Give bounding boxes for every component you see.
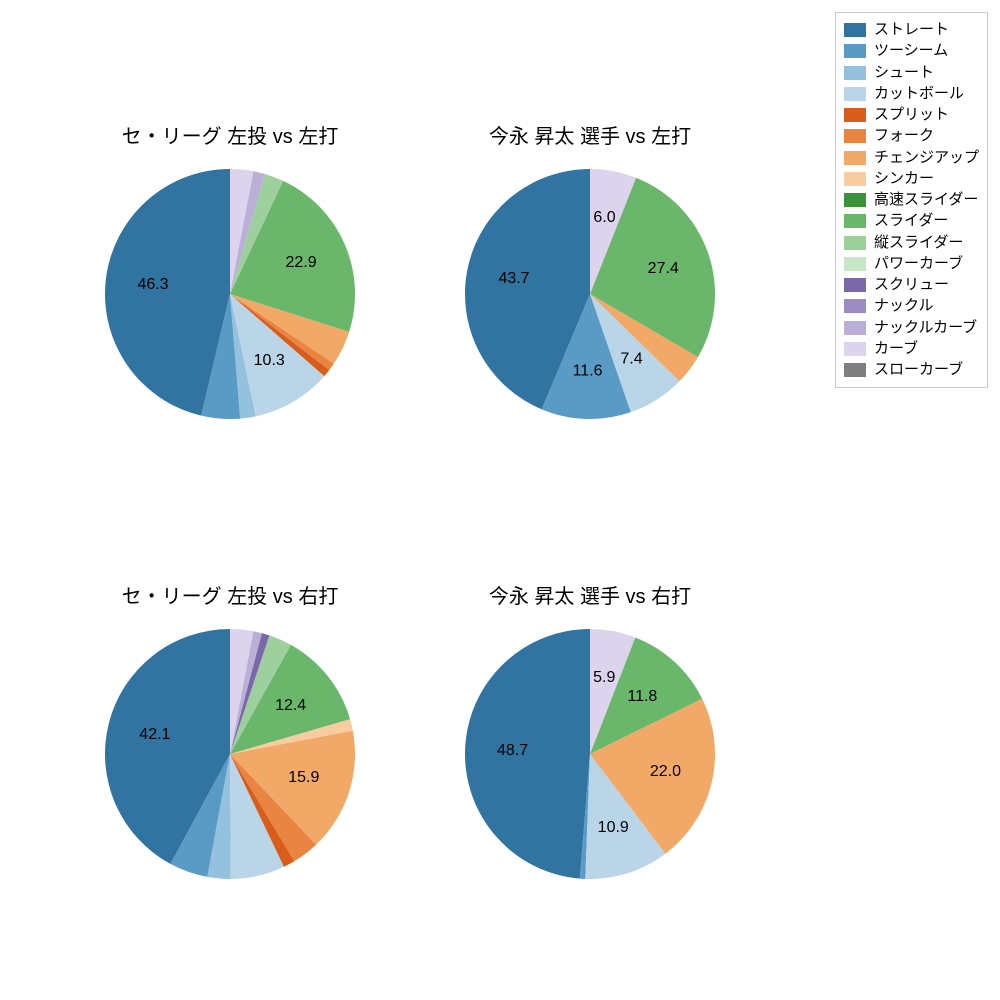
slice-label: 22.9 — [285, 254, 316, 271]
legend-label: ストレート — [874, 20, 949, 40]
legend-swatch — [844, 321, 866, 335]
legend-swatch — [844, 193, 866, 207]
slice-label: 12.4 — [275, 697, 306, 714]
legend-item: ストレート — [844, 20, 979, 40]
legend-swatch — [844, 363, 866, 377]
legend-item: スライダー — [844, 211, 979, 231]
legend-label: スプリット — [874, 105, 949, 125]
slice-label: 46.3 — [137, 276, 168, 293]
pie-title: 今永 昇太 選手 vs 右打 — [420, 580, 760, 609]
legend-swatch — [844, 23, 866, 37]
legend-item: チェンジアップ — [844, 148, 979, 168]
legend-item: スクリュー — [844, 275, 979, 295]
slice-label: 27.4 — [648, 260, 679, 277]
legend-label: スローカーブ — [874, 360, 963, 380]
legend-item: ツーシーム — [844, 41, 979, 61]
legend-label: ツーシーム — [874, 41, 948, 61]
legend-item: フォーク — [844, 126, 979, 146]
legend-label: パワーカーブ — [874, 254, 963, 274]
legend-item: カーブ — [844, 339, 979, 359]
pie-svg: 42.1 15.9 12.4 — [105, 629, 355, 879]
legend-label: スライダー — [874, 211, 948, 231]
legend-swatch — [844, 299, 866, 313]
pie-title: セ・リーグ 左投 vs 左打 — [60, 120, 400, 149]
legend-swatch — [844, 44, 866, 58]
legend-label: ナックル — [874, 296, 934, 316]
pie-tr: 今永 昇太 選手 vs 左打 43.7 11.6 7.4 27.4 6.0 — [420, 60, 760, 480]
pie-title: 今永 昇太 選手 vs 左打 — [420, 120, 760, 149]
slice-label: 5.9 — [593, 669, 615, 686]
legend-swatch — [844, 87, 866, 101]
slice-label: 6.0 — [593, 209, 615, 226]
legend-label: スクリュー — [874, 275, 949, 295]
legend-swatch — [844, 172, 866, 186]
chart-grid: セ・リーグ 左投 vs 左打 46.3 10.3 22.9 今永 昇太 選手 vs 左打… — [20, 20, 780, 980]
slice-label: 15.9 — [288, 769, 319, 786]
legend-swatch — [844, 129, 866, 143]
pie-svg: 46.3 10.3 22.9 — [105, 169, 355, 419]
legend-label: チェンジアップ — [874, 148, 979, 168]
legend-label: シンカー — [874, 169, 934, 189]
legend-item: 高速スライダー — [844, 190, 979, 210]
legend-swatch — [844, 342, 866, 356]
legend-item: パワーカーブ — [844, 254, 979, 274]
slice-label: 11.8 — [627, 688, 657, 705]
legend-item: シンカー — [844, 169, 979, 189]
legend-swatch — [844, 278, 866, 292]
legend-item: シュート — [844, 63, 979, 83]
legend-swatch — [844, 257, 866, 271]
slice-label: 43.7 — [498, 270, 529, 287]
slice-label: 22.0 — [650, 763, 681, 780]
slice-label: 7.4 — [620, 351, 642, 368]
legend-label: フォーク — [874, 126, 934, 146]
legend-swatch — [844, 108, 866, 122]
slice-label: 10.9 — [598, 819, 629, 836]
legend-label: シュート — [874, 63, 934, 83]
legend-item: スプリット — [844, 105, 979, 125]
slice-label: 42.1 — [139, 726, 170, 743]
pie-title: セ・リーグ 左投 vs 右打 — [60, 580, 400, 609]
legend-item: 縦スライダー — [844, 233, 979, 253]
pie-tl: セ・リーグ 左投 vs 左打 46.3 10.3 22.9 — [60, 60, 400, 480]
pie-svg: 48.7 10.9 22.0 11.8 5.9 — [465, 629, 715, 879]
pie-svg: 43.7 11.6 7.4 27.4 6.0 — [465, 169, 715, 419]
slice-label: 10.3 — [254, 352, 285, 369]
legend-label: カーブ — [874, 339, 918, 359]
legend-label: 高速スライダー — [874, 190, 978, 210]
slice-label: 11.6 — [573, 363, 603, 380]
legend-swatch — [844, 151, 866, 165]
pie-br: 今永 昇太 選手 vs 右打 48.7 10.9 22.0 11.8 5.9 — [420, 520, 760, 940]
legend-item: ナックルカーブ — [844, 318, 979, 338]
legend-swatch — [844, 236, 866, 250]
legend: ストレートツーシームシュートカットボールスプリットフォークチェンジアップシンカー… — [835, 12, 988, 388]
legend-item: カットボール — [844, 84, 979, 104]
legend-swatch — [844, 66, 866, 80]
legend-item: ナックル — [844, 296, 979, 316]
legend-label: カットボール — [874, 84, 964, 104]
pie-bl: セ・リーグ 左投 vs 右打 42.1 15.9 12.4 — [60, 520, 400, 940]
legend-item: スローカーブ — [844, 360, 979, 380]
legend-swatch — [844, 214, 866, 228]
slice-label: 48.7 — [497, 742, 528, 759]
legend-label: 縦スライダー — [874, 233, 963, 253]
legend-label: ナックルカーブ — [874, 318, 977, 338]
